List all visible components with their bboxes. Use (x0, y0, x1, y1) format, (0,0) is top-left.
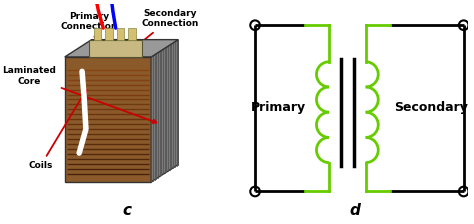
Polygon shape (128, 28, 136, 40)
Text: Primary: Primary (251, 101, 306, 114)
Text: Secondary: Secondary (394, 101, 468, 114)
Polygon shape (93, 28, 101, 40)
Polygon shape (105, 28, 113, 40)
Polygon shape (65, 57, 151, 182)
Text: c: c (123, 203, 132, 218)
Text: d: d (350, 203, 361, 218)
Polygon shape (65, 40, 178, 57)
Polygon shape (89, 40, 142, 57)
Text: Laminated
Core: Laminated Core (2, 67, 156, 123)
Text: Coils: Coils (28, 90, 86, 170)
Polygon shape (117, 28, 124, 40)
Text: Secondary
Connection: Secondary Connection (133, 9, 199, 49)
Text: Primary
Connection: Primary Connection (60, 12, 118, 48)
Polygon shape (151, 40, 178, 182)
